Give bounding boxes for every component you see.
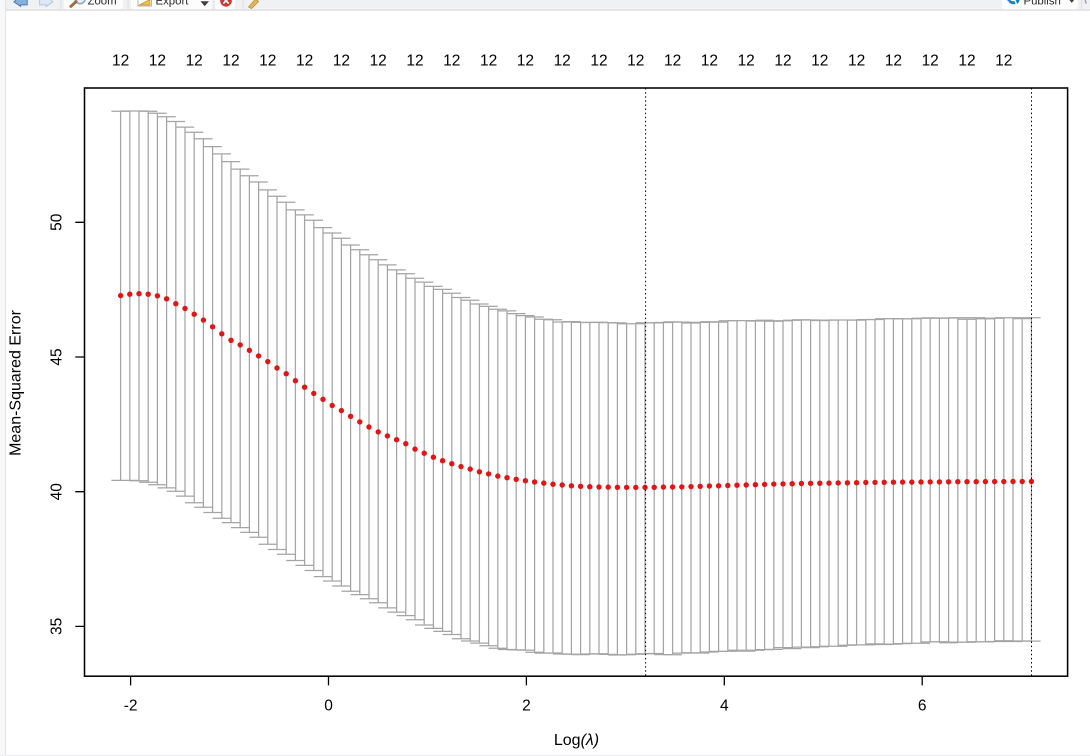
svg-text:12: 12: [664, 53, 681, 70]
svg-text:Log(λ): Log(λ): [554, 732, 599, 749]
svg-text:-2: -2: [124, 698, 138, 715]
svg-text:12: 12: [406, 53, 423, 70]
svg-text:12: 12: [296, 53, 313, 70]
svg-text:12: 12: [848, 53, 865, 70]
svg-text:35: 35: [49, 618, 66, 635]
svg-text:12: 12: [554, 53, 571, 70]
svg-text:12: 12: [112, 53, 129, 70]
svg-text:12: 12: [885, 53, 902, 70]
svg-text:40: 40: [49, 483, 66, 501]
svg-text:12: 12: [701, 53, 718, 70]
svg-text:4: 4: [720, 698, 729, 715]
svg-text:12: 12: [922, 53, 939, 70]
svg-text:12: 12: [186, 53, 203, 70]
svg-text:12: 12: [259, 53, 276, 70]
svg-text:12: 12: [333, 53, 350, 70]
svg-text:45: 45: [49, 348, 66, 365]
svg-text:12: 12: [958, 53, 975, 70]
svg-text:Publish: Publish: [1024, 0, 1061, 7]
svg-text:6: 6: [918, 698, 927, 715]
svg-text:12: 12: [480, 53, 497, 70]
svg-text:50: 50: [49, 213, 66, 231]
svg-text:12: 12: [590, 53, 607, 70]
svg-text:12: 12: [370, 53, 387, 70]
svg-text:12: 12: [443, 53, 460, 70]
svg-text:12: 12: [627, 53, 644, 70]
svg-text:Mean-Squared Error: Mean-Squared Error: [8, 309, 25, 456]
svg-text:12: 12: [222, 53, 239, 70]
svg-text:Export: Export: [156, 0, 190, 7]
svg-text:12: 12: [738, 53, 755, 70]
svg-text:Zoom: Zoom: [88, 0, 117, 7]
svg-text:12: 12: [149, 53, 166, 70]
svg-text:2: 2: [522, 698, 531, 715]
svg-text:12: 12: [995, 53, 1012, 70]
svg-text:0: 0: [324, 698, 333, 715]
svg-text:12: 12: [811, 53, 828, 70]
svg-text:12: 12: [517, 53, 534, 70]
svg-text:12: 12: [774, 53, 791, 70]
